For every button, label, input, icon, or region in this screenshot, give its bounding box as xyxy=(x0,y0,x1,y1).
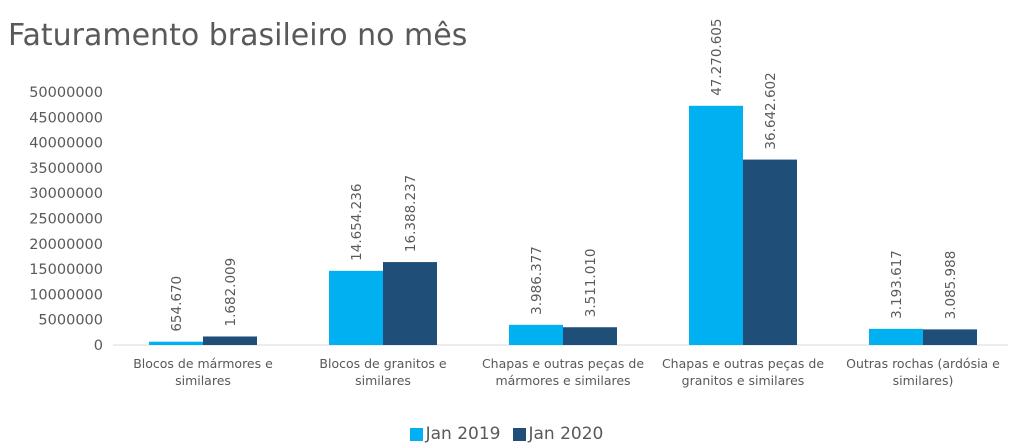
x-tick-label: Chapas e outras peças de granitos e simi… xyxy=(661,356,825,388)
data-label: 3.085.988 xyxy=(943,251,959,320)
y-tick-label: 20000000 xyxy=(29,237,103,253)
legend-item: Jan 2020 xyxy=(512,424,604,444)
y-tick-label: 45000000 xyxy=(29,110,103,126)
y-tick-label: 5000000 xyxy=(38,313,103,329)
data-label: 654.670 xyxy=(169,276,185,332)
x-tick-label: Chapas e outras peças de mármores e simi… xyxy=(481,356,645,388)
legend-swatch xyxy=(512,427,526,441)
data-label: 14.654.236 xyxy=(349,184,365,261)
y-tick-label: 10000000 xyxy=(29,287,103,303)
legend: Jan 2019 Jan 2020 xyxy=(0,424,1013,446)
bar xyxy=(149,341,203,345)
x-tick-label: Outras rochas (ardósia e similares) xyxy=(846,356,1000,388)
y-tick-label: 0 xyxy=(94,338,103,354)
data-label: 36.642.602 xyxy=(763,72,779,149)
data-label: 1.682.009 xyxy=(223,258,239,327)
y-tick-label: 25000000 xyxy=(29,212,103,228)
data-label: 3.986.377 xyxy=(529,246,545,315)
bar xyxy=(869,328,923,345)
bar xyxy=(383,262,437,345)
data-label: 47.270.605 xyxy=(709,19,725,96)
legend-item: Jan 2019 xyxy=(409,424,501,444)
x-tick-label: Blocos de mármores e similares xyxy=(133,356,273,388)
bar xyxy=(509,324,563,345)
y-tick-label: 15000000 xyxy=(29,262,103,278)
y-tick-label: 35000000 xyxy=(29,161,103,177)
data-label: 3.511.010 xyxy=(583,249,599,318)
chart-title: Faturamento brasileiro no mês xyxy=(8,18,467,53)
bar xyxy=(329,270,383,345)
data-label: 3.193.617 xyxy=(889,250,905,319)
bar xyxy=(203,336,257,345)
bar xyxy=(689,105,743,346)
x-tick-label: Blocos de granitos e similares xyxy=(319,356,447,388)
legend-label: Jan 2020 xyxy=(528,424,604,444)
y-tick-label: 30000000 xyxy=(29,186,103,202)
legend-label: Jan 2019 xyxy=(425,424,501,444)
legend-swatch xyxy=(409,427,423,441)
data-label: 16.388.237 xyxy=(403,175,419,252)
bar xyxy=(563,327,617,345)
bar xyxy=(743,159,797,345)
bar xyxy=(923,329,977,345)
y-tick-label: 50000000 xyxy=(29,85,103,101)
y-tick-label: 40000000 xyxy=(29,136,103,152)
